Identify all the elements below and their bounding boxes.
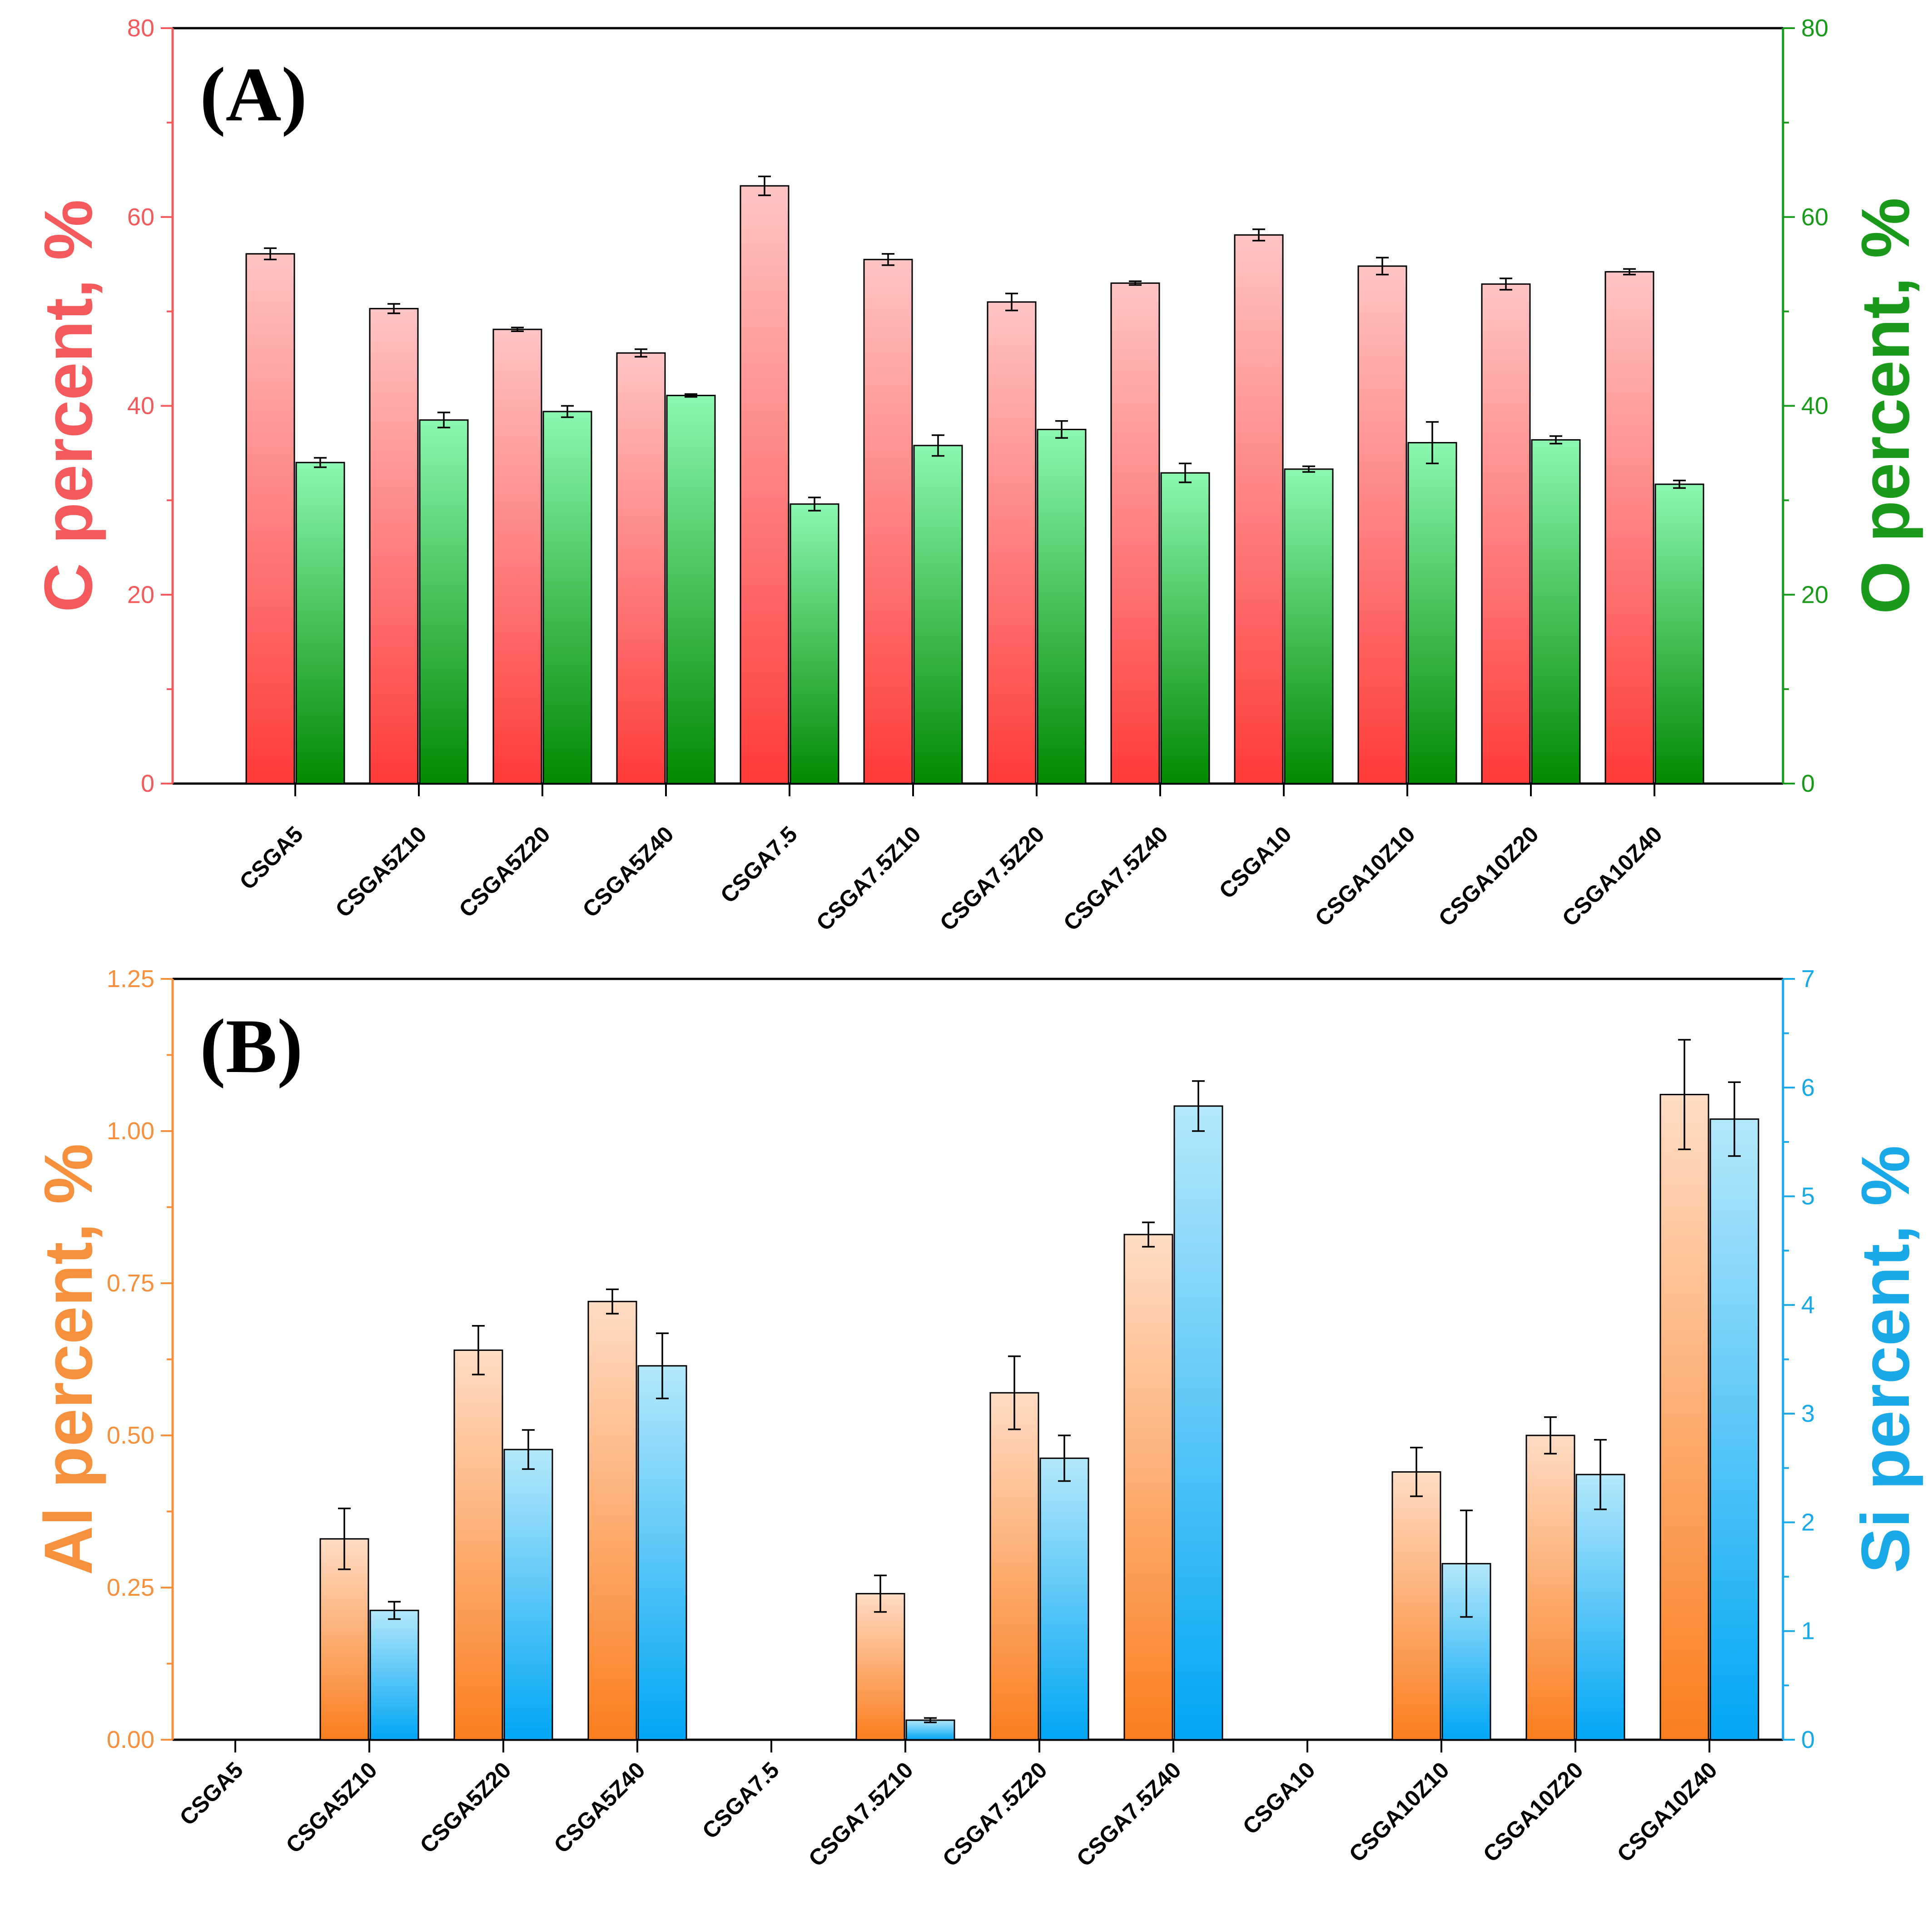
left-tick-label: 0.75 (107, 1270, 154, 1297)
bar-al-csga10z10 (1391, 1471, 1441, 1741)
bar-al-csga10z20 (1525, 1434, 1575, 1741)
bar-si-csga5z20 (503, 1449, 553, 1741)
left-tick-label: 40 (127, 392, 154, 420)
bar-c-csga7-5z40 (1110, 282, 1160, 784)
bar-si-csga7-5z10 (905, 1719, 955, 1741)
x-category-label: CSGA5Z40 (549, 1757, 650, 1858)
bar-c-csga5z40 (616, 352, 666, 784)
panel-b: 0.00 0.25 0.50 0.75 1.00 1.25 0 1 2 3 4 5 6 7 Al perce… (30, 965, 1923, 1871)
x-category-label: CSGA10 (1214, 821, 1296, 903)
x-category-label: CSGA7.5 (697, 1757, 784, 1844)
left-tick-label: 1.25 (107, 965, 154, 993)
x-category-label: CSGA5Z10 (330, 821, 431, 922)
bar-si-csga7-5z20 (1039, 1457, 1089, 1741)
bar-o-csga7-5z10 (913, 445, 963, 784)
x-category-label: CSGA5 (174, 1757, 248, 1830)
right-tick-label: 40 (1801, 392, 1828, 420)
left-tick-label: 0.00 (107, 1726, 154, 1753)
x-category-label: CSGA7.5Z10 (804, 1757, 918, 1871)
x-category-label: CSGA7.5Z10 (811, 821, 926, 936)
bar-o-csga5z20 (542, 411, 592, 784)
bar-c-csga10z40 (1604, 271, 1654, 784)
x-category-label: CSGA7.5Z20 (938, 1757, 1052, 1871)
bar-o-csga5z10 (419, 419, 469, 784)
bar-o-csga5 (295, 462, 345, 784)
left-axis-title: Al percent, % (30, 1143, 106, 1575)
bar-c-csga5z10 (369, 308, 419, 784)
bar-o-csga7-5z20 (1037, 428, 1087, 784)
bar-o-csga10z40 (1654, 483, 1704, 784)
right-tick-label: 3 (1801, 1400, 1815, 1427)
left-tick-label: 1.00 (107, 1117, 154, 1145)
x-category-label: CSGA5Z40 (577, 821, 678, 922)
bar-al-csga10z40 (1659, 1094, 1709, 1741)
x-category-label: CSGA5Z20 (415, 1757, 516, 1858)
bar-c-csga5z20 (492, 328, 542, 784)
bar-si-csga5z40 (637, 1365, 687, 1741)
x-category-label: CSGA7.5Z20 (935, 821, 1049, 936)
bar-c-csga7-5z10 (863, 258, 913, 784)
left-axis-title: C percent, % (30, 199, 106, 612)
right-tick-label: 20 (1801, 581, 1828, 608)
bar-si-csga10z20 (1575, 1474, 1625, 1741)
right-tick-label: 6 (1801, 1074, 1815, 1101)
x-category-label: CSGA10Z20 (1478, 1757, 1588, 1867)
x-category-label: CSGA10 (1238, 1757, 1320, 1839)
bar-al-csga7-5z20 (989, 1392, 1039, 1741)
x-category-label: CSGA7.5Z40 (1072, 1757, 1186, 1871)
right-tick-label: 0 (1801, 770, 1815, 797)
right-axis-title: Si percent, % (1847, 1146, 1923, 1573)
left-tick-label: 0.25 (107, 1574, 154, 1601)
x-category-label: CSGA10Z40 (1557, 821, 1667, 931)
x-category-label: CSGA7.5 (715, 821, 802, 908)
left-tick-label: 0.50 (107, 1422, 154, 1449)
bar-al-csga7-5z10 (855, 1593, 905, 1741)
x-category-label: CSGA5 (234, 821, 308, 894)
bar-al-csga7-5z40 (1123, 1234, 1173, 1741)
left-tick-label: 80 (127, 15, 154, 42)
right-tick-label: 80 (1801, 15, 1828, 42)
bar-o-csga5z40 (666, 395, 716, 784)
bar-al-csga5z20 (453, 1349, 503, 1741)
right-tick-label: 4 (1801, 1291, 1815, 1319)
bar-si-csga10z40 (1709, 1118, 1759, 1741)
x-category-label: CSGA10Z10 (1310, 821, 1420, 931)
bar-c-csga5 (245, 253, 295, 784)
right-tick-label: 5 (1801, 1183, 1815, 1210)
right-tick-label: 1 (1801, 1618, 1815, 1645)
x-category-label: CSGA5Z20 (454, 821, 555, 922)
right-axis-title: O percent, % (1847, 198, 1923, 614)
x-category-label: CSGA10Z40 (1612, 1757, 1722, 1867)
x-category-label: CSGA5Z10 (281, 1757, 382, 1858)
bar-c-csga7-5 (740, 185, 790, 784)
panel-label: (B) (200, 1003, 303, 1089)
bar-al-csga5z40 (587, 1300, 637, 1741)
panel-label: (A) (200, 52, 307, 137)
x-category-label: CSGA7.5Z40 (1058, 821, 1173, 936)
bar-c-csga10z10 (1357, 265, 1407, 784)
x-category-label: CSGA10Z10 (1344, 1757, 1454, 1867)
left-tick-label: 60 (127, 204, 154, 231)
panel-a: 0 20 40 60 80 0 20 40 60 80 C percent, % O percent,… (30, 15, 1923, 936)
bar-o-csga7-5 (790, 503, 839, 784)
bar-o-csga10z10 (1407, 442, 1457, 784)
left-tick-label: 0 (141, 770, 154, 797)
bar-o-csga10z20 (1531, 439, 1581, 784)
left-tick-label: 20 (127, 581, 154, 608)
right-tick-label: 0 (1801, 1726, 1815, 1753)
bar-o-csga10 (1284, 468, 1334, 784)
bar-si-csga7-5z40 (1173, 1105, 1223, 1741)
x-category-label: CSGA10Z20 (1434, 821, 1544, 931)
right-tick-label: 60 (1801, 204, 1828, 231)
bar-o-csga7-5z40 (1160, 472, 1210, 784)
right-tick-label: 7 (1801, 965, 1815, 993)
bar-c-csga7-5z20 (987, 301, 1037, 784)
bar-c-csga10 (1234, 234, 1284, 784)
bar-si-csga5z10 (369, 1609, 419, 1741)
right-tick-label: 2 (1801, 1509, 1815, 1536)
bar-c-csga10z20 (1481, 283, 1531, 784)
